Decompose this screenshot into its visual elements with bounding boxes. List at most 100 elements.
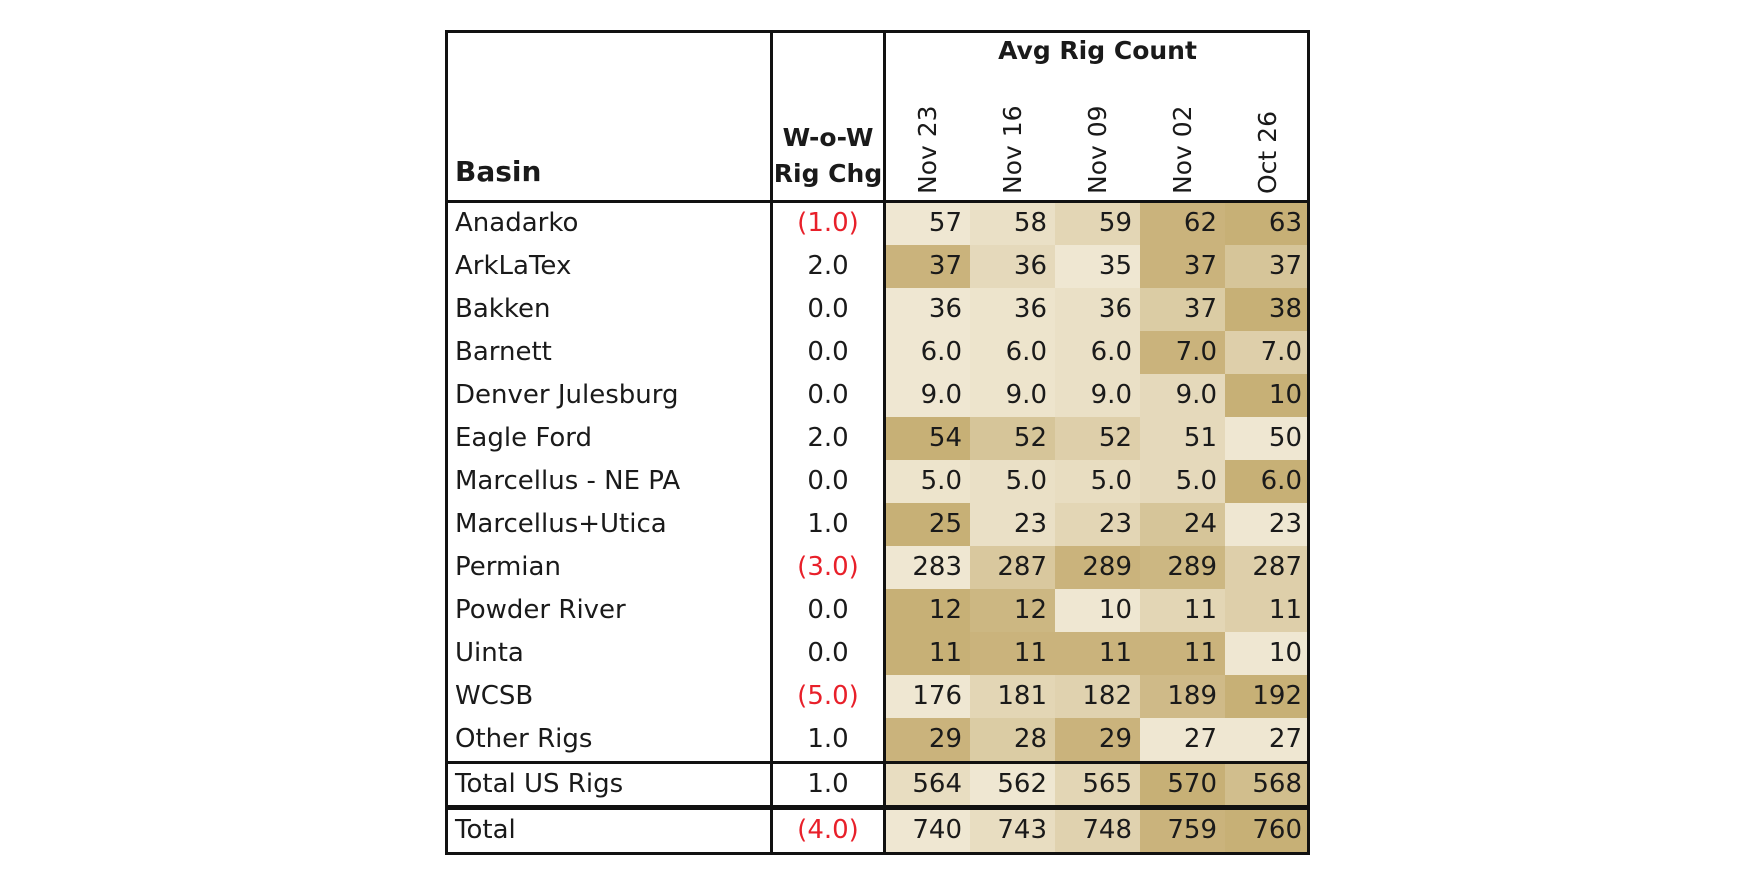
- rig-count-cell: 748: [1055, 809, 1140, 852]
- wow-change-value: 1.0: [807, 769, 849, 799]
- rig-count-cell: 27: [1140, 718, 1225, 761]
- rig-count-cell: 9.0: [970, 374, 1055, 417]
- rig-count-cell: 9.0: [1140, 374, 1225, 417]
- wow-change-value: 2.0: [807, 251, 849, 281]
- rig-count-cell: 29: [885, 718, 970, 761]
- rig-count-cell: 11: [885, 632, 970, 675]
- rig-count-cell: 51: [1140, 417, 1225, 460]
- rig-count-cell: 12: [970, 589, 1055, 632]
- divider-header: [445, 200, 1310, 203]
- rig-count-cell: 58: [970, 202, 1055, 245]
- basin-label: WCSB: [455, 681, 534, 711]
- rig-count-cell: 11: [970, 632, 1055, 675]
- wow-change-value: (5.0): [797, 681, 859, 711]
- divider-basin-change: [770, 30, 773, 855]
- rig-count-cell: 11: [1140, 589, 1225, 632]
- basin-label: Powder River: [455, 595, 626, 625]
- wow-change-value: 2.0: [807, 423, 849, 453]
- rig-count-cell: 27: [1225, 718, 1310, 761]
- wow-change-value: 0.0: [807, 638, 849, 668]
- rig-count-cell: 23: [970, 503, 1055, 546]
- rig-count-cell: 29: [1055, 718, 1140, 761]
- rig-count-cell: 565: [1055, 763, 1140, 806]
- divider-total-us: [445, 761, 1310, 764]
- rig-count-cell: 57: [885, 202, 970, 245]
- rig-count-cell: 6.0: [970, 331, 1055, 374]
- rig-count-cell: 52: [1055, 417, 1140, 460]
- basin-column-header: Basin: [455, 155, 542, 188]
- wow-change-value: 0.0: [807, 466, 849, 496]
- rig-count-cell: 287: [970, 546, 1055, 589]
- basin-label: Bakken: [455, 294, 551, 324]
- rig-count-cell: 25: [885, 503, 970, 546]
- rig-count-cell: 52: [970, 417, 1055, 460]
- rig-count-cell: 283: [885, 546, 970, 589]
- rig-count-cell: 181: [970, 675, 1055, 718]
- basin-label: Barnett: [455, 337, 552, 367]
- rig-count-cell: 568: [1225, 763, 1310, 806]
- rig-count-cell: 36: [885, 288, 970, 331]
- rig-count-cell: 5.0: [885, 460, 970, 503]
- rig-count-cell: 36: [1055, 288, 1140, 331]
- rig-count-cell: 6.0: [1055, 331, 1140, 374]
- rig-count-cell: 37: [885, 245, 970, 288]
- basin-label: Eagle Ford: [455, 423, 593, 453]
- rig-count-cell: 7.0: [1140, 331, 1225, 374]
- rig-count-cell: 23: [1225, 503, 1310, 546]
- rig-count-cell: 36: [970, 288, 1055, 331]
- rig-count-cell: 182: [1055, 675, 1140, 718]
- rig-count-cell: 570: [1140, 763, 1225, 806]
- basin-label: Permian: [455, 552, 561, 582]
- rig-count-cell: 9.0: [1055, 374, 1140, 417]
- rig-count-cell: 63: [1225, 202, 1310, 245]
- rig-count-cell: 12: [885, 589, 970, 632]
- rig-count-cell: 6.0: [1225, 460, 1310, 503]
- avg-rig-count-header: Avg Rig Count: [998, 36, 1197, 65]
- rig-count-cell: 37: [1140, 288, 1225, 331]
- rig-count-cell: 37: [1225, 245, 1310, 288]
- rig-count-cell: 10: [1225, 632, 1310, 675]
- basin-label: Denver Julesburg: [455, 380, 679, 410]
- rig-count-cell: 192: [1225, 675, 1310, 718]
- rig-count-cell: 59: [1055, 202, 1140, 245]
- rig-count-cell: 38: [1225, 288, 1310, 331]
- basin-label: ArkLaTex: [455, 251, 572, 281]
- rig-count-cell: 562: [970, 763, 1055, 806]
- rig-count-cell: 6.0: [885, 331, 970, 374]
- rig-count-cell: 743: [970, 809, 1055, 852]
- basin-label: Marcellus - NE PA: [455, 466, 681, 496]
- wow-header-line2: Rig Chg: [773, 159, 883, 188]
- wow-change-value: 0.0: [807, 294, 849, 324]
- date-header-0: Nov 23: [913, 105, 942, 194]
- rig-count-cell: 5.0: [970, 460, 1055, 503]
- date-header-2: Nov 09: [1083, 105, 1112, 194]
- rig-count-cell: 9.0: [885, 374, 970, 417]
- rig-count-cell: 289: [1055, 546, 1140, 589]
- rig-count-cell: 35: [1055, 245, 1140, 288]
- basin-label: Uinta: [455, 638, 524, 668]
- rig-count-cell: 287: [1225, 546, 1310, 589]
- rig-count-cell: 37: [1140, 245, 1225, 288]
- rig-count-cell: 36: [970, 245, 1055, 288]
- divider-change-dates: [883, 30, 886, 855]
- wow-change-value: 0.0: [807, 380, 849, 410]
- divider-total-below: [445, 805, 1310, 808]
- basin-label: Anadarko: [455, 208, 579, 238]
- rig-count-cell: 11: [1140, 632, 1225, 675]
- rig-count-cell: 760: [1225, 809, 1310, 852]
- rig-count-cell: 5.0: [1140, 460, 1225, 503]
- basin-label: Other Rigs: [455, 724, 593, 754]
- date-header-1: Nov 16: [998, 105, 1027, 194]
- rig-count-cell: 176: [885, 675, 970, 718]
- rig-count-cell: 23: [1055, 503, 1140, 546]
- rig-count-cell: 11: [1055, 632, 1140, 675]
- wow-change-value: (3.0): [797, 552, 859, 582]
- rig-count-cell: 28: [970, 718, 1055, 761]
- date-header-3: Nov 02: [1168, 105, 1197, 194]
- rig-count-cell: 54: [885, 417, 970, 460]
- basin-label: Total US Rigs: [455, 769, 624, 799]
- divider-total: [445, 807, 1310, 810]
- date-header-4: Oct 26: [1253, 111, 1282, 194]
- rig-count-cell: 62: [1140, 202, 1225, 245]
- rig-count-cell: 740: [885, 809, 970, 852]
